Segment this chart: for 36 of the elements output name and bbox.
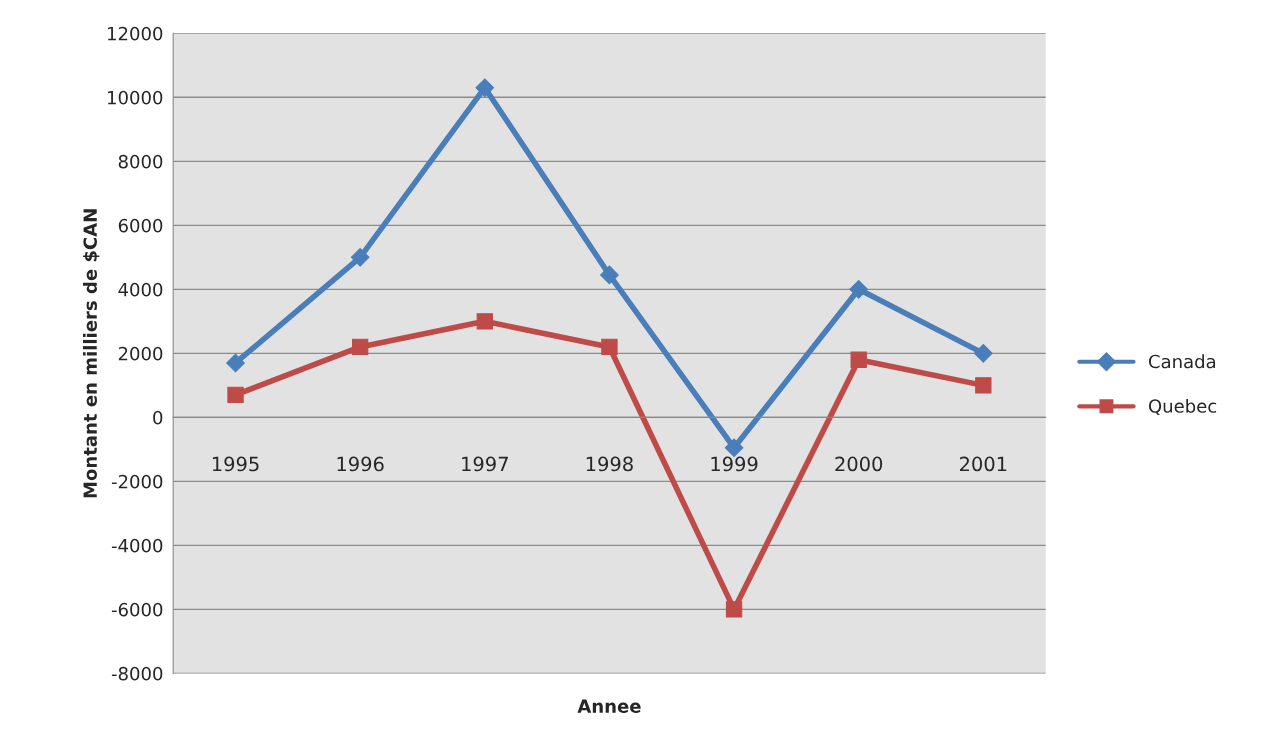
y-tick-label: 8000 xyxy=(118,154,163,169)
point xyxy=(725,601,743,618)
point xyxy=(476,313,493,330)
x-tick-label: 1999 xyxy=(711,456,758,472)
point xyxy=(975,377,992,394)
point xyxy=(973,343,993,363)
legend-label: Quebec xyxy=(1148,398,1217,415)
y-tick-label: 6000 xyxy=(118,218,163,233)
x-tick-label: 1997 xyxy=(462,456,508,472)
y-tick-label: -2000 xyxy=(111,474,163,489)
point xyxy=(601,338,618,356)
x-tick-label: 1995 xyxy=(212,456,259,472)
x-tick-label: 2001 xyxy=(960,456,1007,472)
point xyxy=(849,279,869,299)
y-tick-label: 0 xyxy=(153,410,163,425)
y-tick-label: 12000 xyxy=(108,26,163,41)
x-tick-label: 1998 xyxy=(586,456,633,472)
point xyxy=(475,78,495,98)
y-tick-label: 10000 xyxy=(108,90,163,105)
point xyxy=(850,351,867,368)
point xyxy=(600,265,619,285)
legend-label: Canada xyxy=(1148,354,1216,369)
y-tick-label: -6000 xyxy=(111,602,163,617)
y-tick-label: 2000 xyxy=(118,346,163,361)
point xyxy=(227,386,244,404)
point xyxy=(226,353,245,373)
y-tick-label: -4000 xyxy=(111,538,163,553)
x-tick-label: 2000 xyxy=(835,456,883,472)
x-axis-title: Annee xyxy=(577,699,641,713)
point xyxy=(352,338,369,356)
y-tick-label: 4000 xyxy=(118,282,163,297)
point xyxy=(724,438,744,458)
x-tick-label: 1996 xyxy=(337,456,384,472)
y-axis-title: Montant en milliers de $CAN xyxy=(83,209,100,498)
point xyxy=(350,247,370,267)
y-tick-label: -8000 xyxy=(111,666,163,681)
